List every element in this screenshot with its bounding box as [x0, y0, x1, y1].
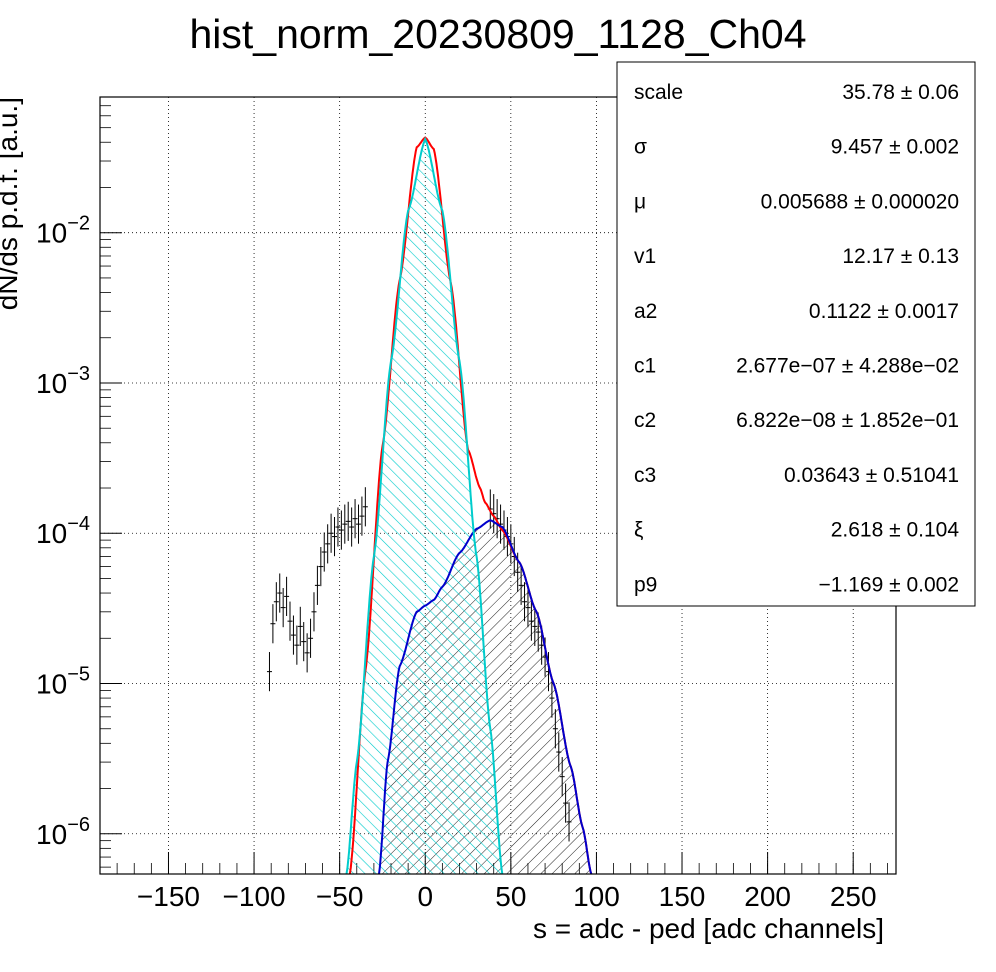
y-tick-labels: 10−6 10−5 10−4 10−3 10−2 [36, 213, 90, 850]
x-tick-label: 0 [417, 881, 433, 912]
x-tick-label: 200 [744, 881, 791, 912]
data-point [549, 678, 555, 718]
data-point [280, 588, 286, 628]
data-point [563, 783, 569, 823]
stat-value: 0.1122 ± 0.0017 [809, 300, 959, 323]
data-point [314, 565, 320, 605]
data-point [359, 496, 365, 536]
data-point [301, 622, 307, 662]
stat-name: ξ [634, 519, 643, 542]
data-point [355, 504, 361, 544]
x-tick-label: −100 [223, 881, 286, 912]
data-point [528, 601, 534, 641]
data-point [345, 501, 351, 541]
stat-value: 35.78 ± 0.06 [842, 81, 959, 104]
stat-name: μ [634, 190, 646, 213]
x-tick-label: −50 [316, 881, 364, 912]
data-point [277, 573, 283, 613]
stat-name: c1 [634, 355, 656, 378]
stat-value: 0.03643 ± 0.51041 [784, 464, 959, 487]
pedestal-component-curve [345, 136, 504, 874]
x-tick-label: 150 [659, 881, 706, 912]
stats-box: scale 35.78 ± 0.06 σ 9.457 ± 0.002 μ 0.005688… [616, 61, 976, 607]
pedestal-component-fill [346, 139, 503, 874]
data-point [362, 487, 368, 527]
data-point [308, 618, 314, 658]
y-tick-label: 10−4 [36, 513, 90, 549]
stat-name: scale [634, 81, 683, 104]
y-tick-label: 10−6 [36, 814, 90, 850]
data-point [338, 510, 344, 550]
x-tick-label: 50 [495, 881, 526, 912]
stat-name: c3 [634, 464, 656, 487]
data-point [328, 513, 334, 553]
data-point [552, 709, 558, 749]
data-point [335, 507, 341, 547]
data-point [518, 565, 524, 605]
stat-value: 6.822e−08 ± 1.852e−01 [736, 409, 959, 432]
stat-name: v1 [634, 245, 656, 268]
x-tick-label: −150 [137, 881, 200, 912]
data-point [273, 582, 279, 622]
data-point [352, 499, 358, 539]
stat-value: 12.17 ± 0.13 [842, 245, 959, 268]
data-point [566, 802, 572, 842]
stat-value: 2.677e−07 ± 4.288e−02 [736, 355, 959, 378]
data-point [304, 633, 310, 673]
y-tick-label: 10−5 [36, 664, 90, 700]
fit-curves [345, 136, 593, 874]
stat-value: −1.169 ± 0.002 [818, 573, 959, 596]
data-point [321, 532, 327, 572]
y-axis-label: dN/ds p.d.f. [a.u.] [0, 97, 23, 310]
stat-value: 0.005688 ± 0.000020 [761, 190, 959, 213]
y-tick-label: 10−3 [36, 363, 90, 399]
x-tick-label: 100 [573, 881, 620, 912]
data-point [332, 517, 338, 557]
data-point [342, 504, 348, 544]
data-point [525, 588, 531, 628]
data-point [311, 592, 317, 632]
component-fills [346, 139, 592, 874]
data-point [556, 732, 562, 772]
stat-name: σ [634, 136, 647, 159]
x-axis-label: s = adc - ped [adc channels] [533, 913, 884, 944]
y-tick-label: 10−2 [36, 213, 90, 249]
x-tick-labels: −150 −100 −50 0 50 100 150 200 250 [137, 881, 877, 912]
data-point [294, 625, 300, 665]
data-point [559, 757, 565, 797]
x-tick-label: 250 [830, 881, 877, 912]
chart-title: hist_norm_20230809_1128_Ch04 [189, 11, 806, 57]
stat-name: a2 [634, 300, 657, 323]
stat-name: c2 [634, 409, 656, 432]
stat-value: 2.618 ± 0.104 [831, 519, 960, 542]
data-point [318, 546, 324, 587]
stat-value: 9.457 ± 0.002 [831, 136, 959, 159]
data-point [532, 606, 538, 646]
signal-component-curve [378, 519, 593, 874]
data-point [270, 604, 276, 644]
data-point [284, 576, 290, 616]
data-point [325, 524, 331, 564]
data-points [266, 487, 572, 842]
data-point [287, 601, 293, 641]
stat-name: p9 [634, 573, 657, 596]
data-point [290, 615, 296, 655]
data-point [349, 507, 355, 547]
data-point [266, 652, 272, 692]
data-point [522, 582, 528, 622]
data-point [297, 606, 303, 646]
